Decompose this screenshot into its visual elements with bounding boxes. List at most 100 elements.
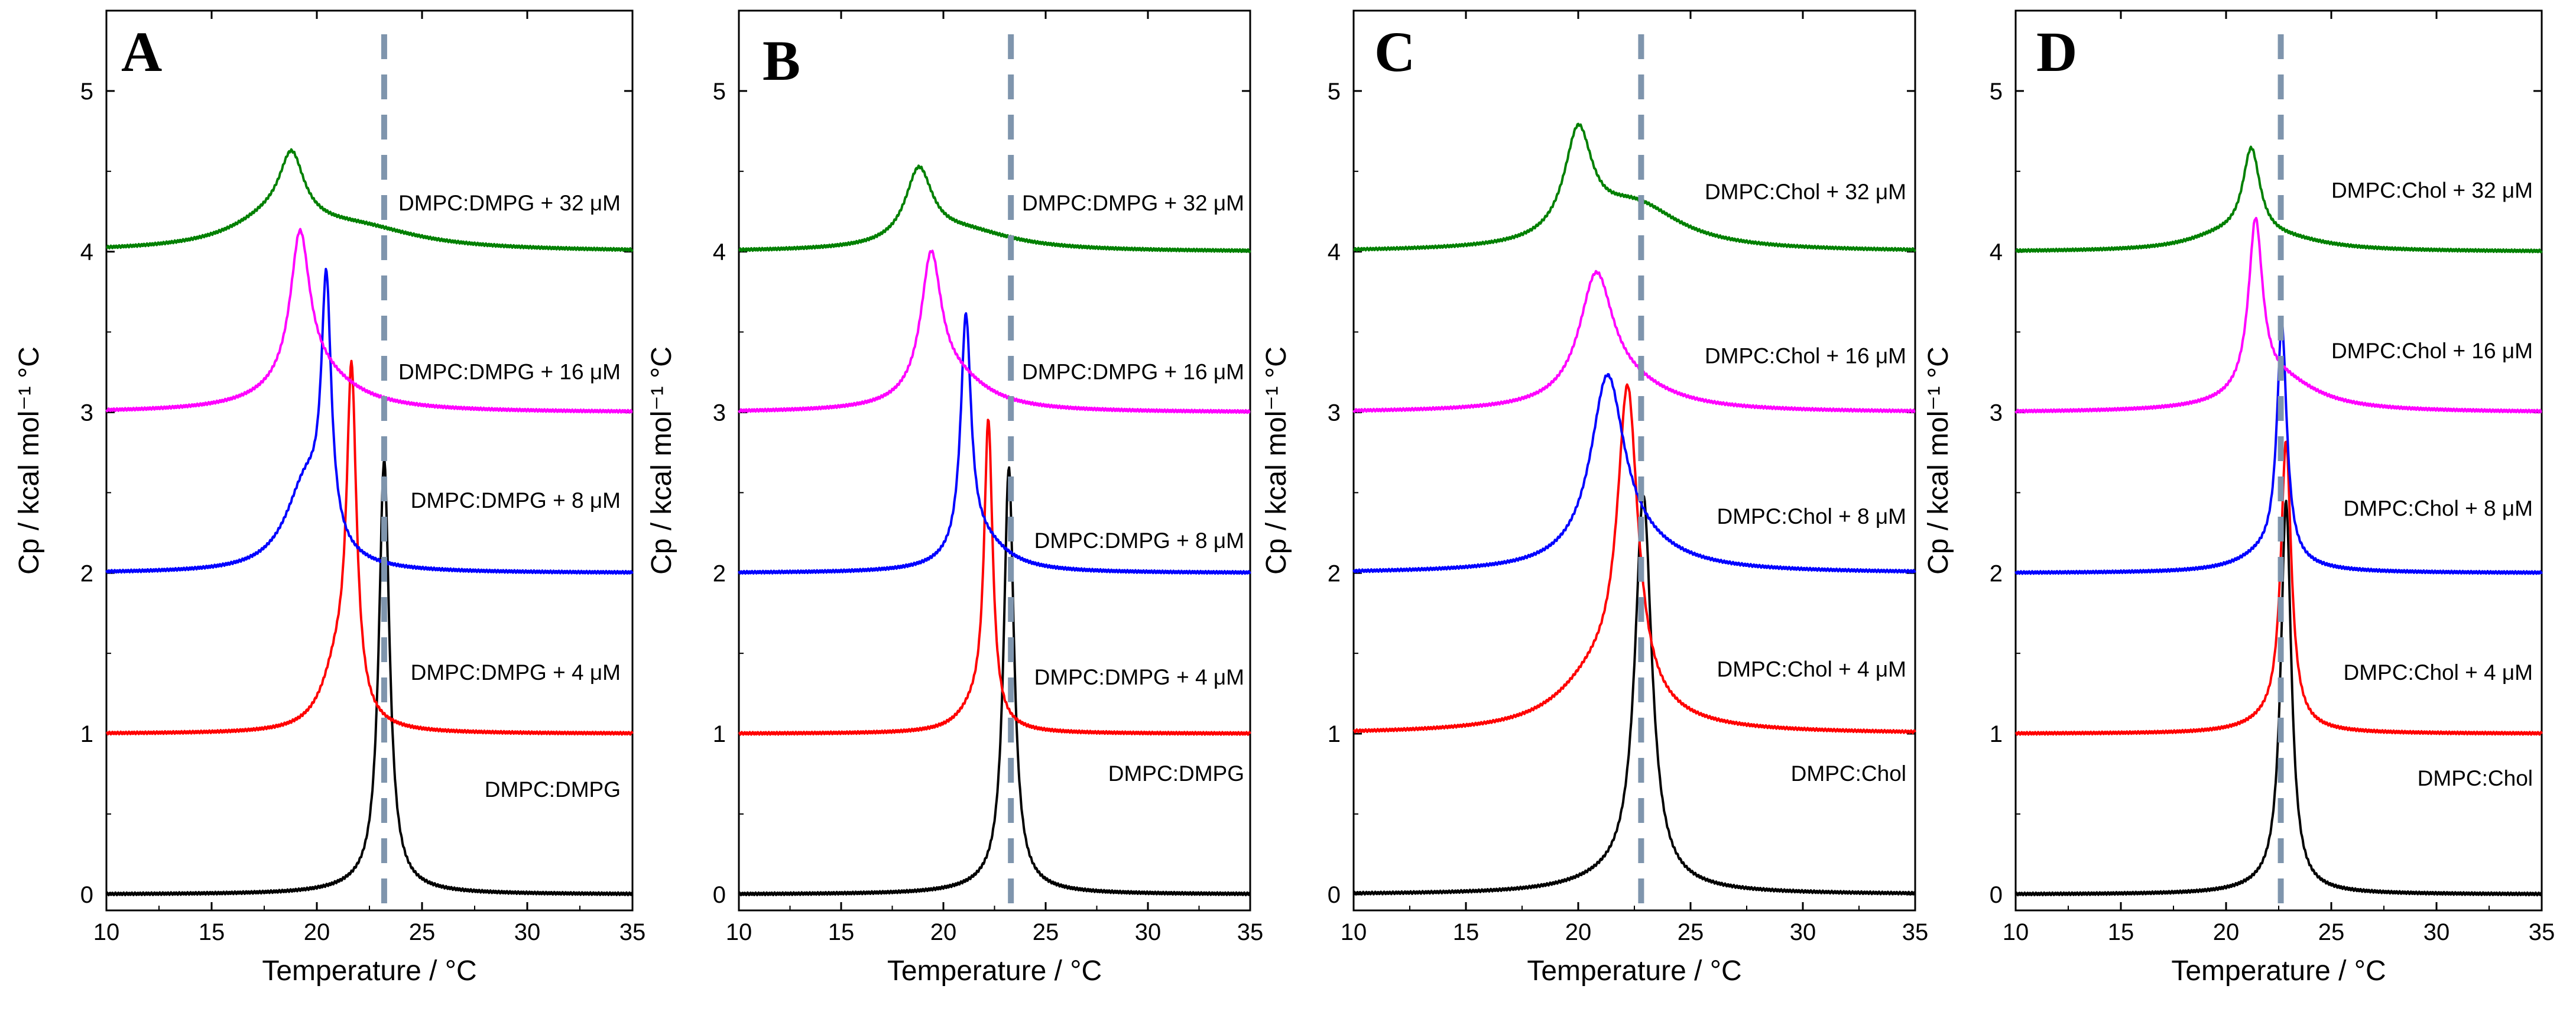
x-axis-title: Temperature / °C [1527, 955, 1741, 987]
series-label: DMPC:DMPG + 8 μM [1034, 529, 1244, 553]
trace-green [106, 148, 634, 252]
series-label: DMPC:DMPG [485, 777, 621, 802]
x-tick-label: 15 [1453, 919, 1480, 945]
x-tick-label: 20 [2213, 919, 2240, 945]
y-tick-label: 3 [1328, 400, 1341, 426]
y-tick-label: 5 [1328, 79, 1341, 105]
series-label: DMPC:DMPG + 32 μM [398, 191, 621, 215]
series-label: DMPC:DMPG + 8 μM [411, 488, 621, 513]
y-axis-title: Cp / kcal mol⁻¹ °C [1923, 346, 1954, 575]
y-tick-label: 5 [80, 79, 93, 105]
trace-red [105, 359, 634, 736]
y-tick-label: 1 [1328, 721, 1341, 747]
series-label: DMPC:DMPG + 4 μM [411, 660, 621, 685]
x-tick-label: 15 [828, 919, 855, 945]
series-label: DMPC:DMPG + 16 μM [398, 360, 621, 384]
x-tick-label: 30 [514, 919, 541, 945]
x-tick-label: 35 [1902, 919, 1929, 945]
panel-letter: B [763, 29, 800, 92]
x-tick-label: 10 [2003, 919, 2029, 945]
y-tick-label: 2 [80, 560, 93, 586]
series-label: DMPC:Chol + 16 μM [1705, 343, 1906, 368]
x-tick-label: 20 [930, 919, 957, 945]
y-tick-label: 3 [80, 400, 93, 426]
trace-black [738, 466, 1251, 897]
x-tick-label: 35 [619, 919, 646, 945]
x-tick-label: 30 [1790, 919, 1816, 945]
y-tick-label: 0 [1990, 882, 2003, 908]
y-tick-label: 0 [1328, 882, 1341, 908]
y-tick-label: 2 [1328, 560, 1341, 586]
trace-blue [738, 312, 1251, 575]
panel-a: 10 15 20 25 30 35 0 1 2 3 4 5 Temperature / °C Cp / k… [14, 9, 646, 987]
series-label: DMPC:Chol + 32 μM [2331, 178, 2533, 202]
series-label: DMPC:Chol [1791, 761, 1906, 786]
y-tick-label: 2 [713, 560, 726, 586]
x-axis-title: Temperature / °C [262, 955, 476, 987]
series-label: DMPC:DMPG + 16 μM [1022, 360, 1244, 384]
x-tick-label: 25 [1033, 919, 1059, 945]
y-tick-label: 1 [1990, 721, 2003, 747]
x-tick-label: 35 [1237, 919, 1264, 945]
y-tick-label: 4 [1328, 239, 1341, 265]
panel-d: 10 15 20 25 30 35 0 1 2 3 4 5 Temperature / °C Cp / k… [1923, 9, 2555, 987]
x-tick-label: 25 [409, 919, 436, 945]
y-tick-label: 3 [1990, 400, 2003, 426]
trace-red [1352, 383, 1916, 734]
x-tick-label: 35 [2529, 919, 2555, 945]
y-tick-label: 1 [713, 721, 726, 747]
series-label: DMPC:Chol + 8 μM [1717, 504, 1906, 529]
panel-b: 10 15 20 25 30 35 0 1 2 3 4 5 Temperature / °C Cp / k… [646, 9, 1264, 987]
trace-magenta [105, 228, 633, 414]
trace-blue [1352, 373, 1916, 574]
trace-red [738, 419, 1251, 736]
x-tick-label: 15 [199, 919, 225, 945]
series-label: DMPC:Chol + 32 μM [1705, 180, 1906, 204]
y-tick-label: 5 [713, 79, 726, 105]
y-axis-title: Cp / kcal mol⁻¹ °C [646, 346, 677, 575]
x-tick-label: 10 [1341, 919, 1367, 945]
x-tick-label: 20 [304, 919, 330, 945]
y-tick-label: 4 [80, 239, 93, 265]
trace-green [1353, 122, 1916, 252]
trace-green [738, 164, 1251, 254]
y-tick-label: 3 [713, 400, 726, 426]
series-label: DMPC:Chol + 4 μM [2344, 660, 2533, 685]
series-label: DMPC:Chol [2418, 766, 2533, 790]
panel-letter: C [1374, 20, 1415, 83]
x-tick-label: 10 [726, 919, 752, 945]
series-label: DMPC:DMPG + 4 μM [1034, 665, 1244, 689]
series-label: DMPC:DMPG [1108, 761, 1244, 786]
y-tick-label: 5 [1990, 79, 2003, 105]
y-tick-label: 0 [713, 882, 726, 908]
trace-black [105, 458, 633, 897]
y-tick-label: 4 [713, 239, 726, 265]
panel-c: 10 15 20 25 30 35 0 1 2 3 4 5 Temperature / °C Cp / k… [1261, 9, 1929, 987]
trace-green [2015, 145, 2543, 254]
series-label: DMPC:Chol + 4 μM [1717, 657, 1906, 681]
x-tick-label: 20 [1565, 919, 1592, 945]
x-tick-label: 25 [1678, 919, 1704, 945]
y-axis-title: Cp / kcal mol⁻¹ °C [1261, 346, 1292, 575]
series-label: DMPC:Chol + 16 μM [2331, 339, 2533, 363]
x-tick-label: 30 [1135, 919, 1162, 945]
x-axis-title: Temperature / °C [887, 955, 1102, 987]
x-axis-title: Temperature / °C [2171, 955, 2386, 987]
y-tick-label: 2 [1990, 560, 2003, 586]
series-label: DMPC:Chol + 8 μM [2344, 497, 2533, 521]
plot-frame [105, 9, 634, 912]
x-tick-label: 30 [2423, 919, 2450, 945]
trace-blue [105, 268, 634, 575]
y-tick-label: 1 [80, 721, 93, 747]
trace-black [1352, 494, 1916, 896]
panel-letter: A [121, 20, 162, 83]
y-tick-label: 4 [1990, 239, 2003, 265]
x-tick-label: 10 [93, 919, 120, 945]
trace-magenta [1352, 270, 1916, 414]
x-tick-label: 25 [2318, 919, 2345, 945]
x-tick-label: 15 [2108, 919, 2134, 945]
y-tick-label: 0 [80, 882, 93, 908]
series-label: DMPC:DMPG + 32 μM [1022, 191, 1244, 215]
y-axis-title: Cp / kcal mol⁻¹ °C [14, 346, 45, 575]
